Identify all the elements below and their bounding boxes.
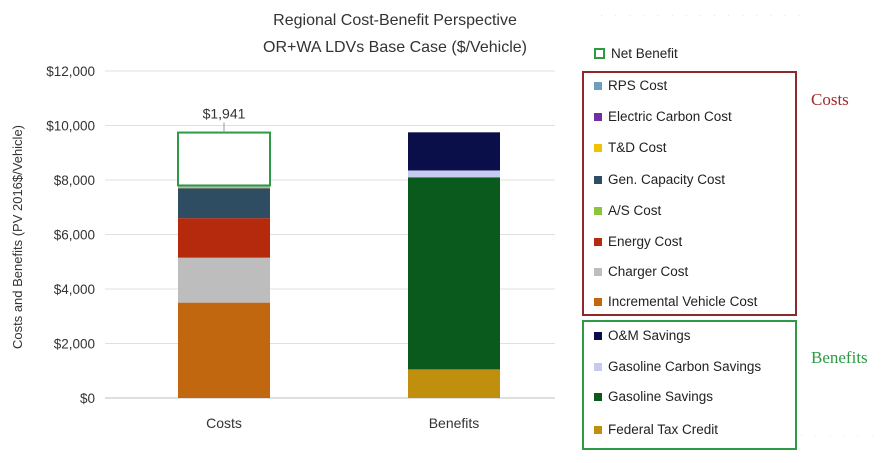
legend-swatch (594, 267, 602, 276)
legend-label: Energy Cost (608, 234, 683, 249)
chart-subtitle: OR+WA LDVs Base Case ($/Vehicle) (263, 39, 527, 56)
y-tick-label: $0 (80, 391, 95, 406)
y-tick-label: $12,000 (46, 64, 95, 79)
legend-group-benefits: Benefits (811, 348, 868, 367)
bar-segment-federal-tax-credit (408, 369, 500, 398)
bar-segment-net-benefit (177, 131, 271, 187)
y-tick-label: $4,000 (54, 282, 95, 297)
legend-benefits-box (582, 320, 797, 450)
legend-label: Gasoline Savings (608, 389, 714, 404)
bar-segment-gen-capacity-cost (178, 188, 270, 219)
legend-label: Gen. Capacity Cost (608, 172, 726, 187)
decorative-dots: · · · · · · · · · · · · · · · (600, 10, 805, 21)
legend-item: A/S Cost (594, 203, 661, 218)
legend-item: Incremental Vehicle Cost (594, 294, 757, 309)
data-label-net-benefit: $1,941 (203, 106, 246, 122)
cost-benefit-chart: Regional Cost-Benefit Perspective OR+WA … (10, 12, 555, 431)
y-tick-label: $10,000 (46, 119, 95, 134)
legend-swatch (594, 81, 602, 90)
legend-swatch (594, 297, 602, 306)
bar-segment-gasoline-carbon-savings (408, 170, 500, 178)
legend-item: Gen. Capacity Cost (594, 172, 725, 187)
legend-item: T&D Cost (594, 140, 667, 155)
legend-item: Federal Tax Credit (594, 422, 718, 437)
y-tick-label: $8,000 (54, 173, 95, 188)
legend-swatch (594, 237, 602, 246)
legend-label: Incremental Vehicle Cost (608, 294, 758, 309)
legend-item: O&M Savings (594, 328, 691, 343)
legend-item: Net Benefit (594, 46, 678, 61)
legend-item: Charger Cost (594, 264, 688, 279)
legend-item: Electric Carbon Cost (594, 109, 732, 124)
legend-label: Federal Tax Credit (608, 422, 719, 437)
x-tick-label: Costs (206, 415, 242, 431)
legend-label: O&M Savings (608, 328, 691, 343)
legend-label: T&D Cost (608, 140, 667, 155)
legend-label: Gasoline Carbon Savings (608, 359, 762, 374)
bar-segment-t-d-cost (178, 186, 270, 189)
chart-title: Regional Cost-Benefit Perspective (273, 12, 517, 29)
legend-label: Net Benefit (611, 46, 678, 61)
legend-swatch (594, 112, 602, 121)
decorative-dots: · · · · · · (800, 430, 878, 441)
legend-label: Charger Cost (608, 264, 689, 279)
stacked-bars (177, 131, 500, 398)
legend-swatch (594, 362, 602, 371)
legend-item: Gasoline Savings (594, 389, 713, 404)
legend-item: Energy Cost (594, 234, 682, 249)
legend-costs-box (582, 71, 797, 316)
legend-swatch (594, 206, 602, 215)
x-tick-label: Benefits (429, 415, 480, 431)
bar-segment-gasoline-savings (408, 177, 500, 370)
bar-segment-energy-cost (178, 218, 270, 258)
legend-label: RPS Cost (608, 78, 668, 93)
y-tick-label: $6,000 (54, 228, 95, 243)
legend-swatch (594, 331, 602, 340)
bar-segment-charger-cost (178, 257, 270, 303)
legend-swatch (594, 392, 602, 401)
annotations: $1,941 (203, 106, 246, 133)
y-axis-label: Costs and Benefits (PV 2016$/Vehicle) (10, 125, 25, 349)
legend-swatch (594, 425, 602, 434)
legend-group-costs: Costs (811, 90, 849, 109)
x-tick-labels: Costs Benefits (206, 415, 479, 431)
legend-label: Electric Carbon Cost (608, 109, 732, 124)
legend-label: A/S Cost (608, 203, 662, 218)
y-tick-labels: $0 $2,000 $4,000 $6,000 $8,000 $10,000 $12,000 (46, 64, 95, 406)
legend-item: RPS Cost (594, 78, 667, 93)
legend-item: Gasoline Carbon Savings (594, 359, 761, 374)
legend-swatch (594, 143, 602, 152)
bar-segment-o-m-savings (408, 132, 500, 171)
legend-swatch (594, 175, 602, 184)
bar-segment-incremental-vehicle-cost (178, 302, 270, 398)
legend-swatch (594, 48, 605, 59)
y-tick-label: $2,000 (54, 337, 95, 352)
